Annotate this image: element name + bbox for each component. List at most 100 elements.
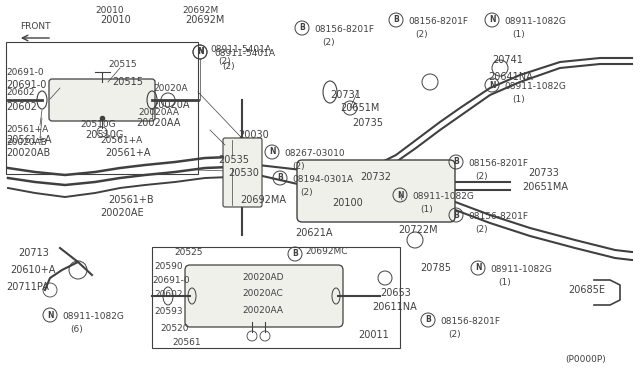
- Text: 20561+B: 20561+B: [108, 195, 154, 205]
- Text: 20611NA: 20611NA: [372, 302, 417, 312]
- Text: 20561+A: 20561+A: [6, 135, 51, 145]
- Text: 08911-5401A: 08911-5401A: [214, 49, 275, 58]
- Text: (2): (2): [475, 225, 488, 234]
- Text: 20602: 20602: [6, 88, 35, 97]
- Text: 20020AA: 20020AA: [138, 108, 179, 117]
- Text: 20733: 20733: [528, 168, 559, 178]
- Text: 08156-8201F: 08156-8201F: [408, 17, 468, 26]
- Text: 08911-1082G: 08911-1082G: [62, 312, 124, 321]
- FancyBboxPatch shape: [49, 79, 155, 121]
- Text: 20561: 20561: [172, 338, 200, 347]
- Text: (2): (2): [322, 38, 335, 47]
- Text: (2): (2): [300, 188, 312, 197]
- Text: 20785: 20785: [420, 263, 451, 273]
- Text: 20020AD: 20020AD: [242, 273, 284, 282]
- Text: 20535: 20535: [218, 155, 249, 165]
- Text: 20641NA: 20641NA: [488, 72, 532, 82]
- Text: (P0000P): (P0000P): [565, 355, 605, 364]
- Text: 20610+A: 20610+A: [10, 265, 56, 275]
- Text: 20010: 20010: [100, 15, 131, 25]
- Bar: [6, 42, 198, 174]
- Text: 20510G: 20510G: [80, 120, 116, 129]
- Text: 20692MC: 20692MC: [305, 247, 348, 256]
- FancyBboxPatch shape: [185, 265, 343, 327]
- Text: (2): (2): [415, 30, 428, 39]
- Text: 20692MA: 20692MA: [240, 195, 286, 205]
- FancyBboxPatch shape: [223, 138, 262, 207]
- Text: (1): (1): [512, 95, 525, 104]
- Text: 08911-5401A: 08911-5401A: [210, 45, 271, 54]
- Text: 20653: 20653: [380, 288, 411, 298]
- Text: 08156-8201F: 08156-8201F: [468, 212, 528, 221]
- Text: N: N: [489, 80, 495, 90]
- Text: 20685E: 20685E: [568, 285, 605, 295]
- Text: 20691-0: 20691-0: [152, 276, 189, 285]
- Text: N: N: [475, 263, 481, 273]
- FancyBboxPatch shape: [297, 160, 455, 222]
- Text: B: B: [453, 211, 459, 219]
- Text: 20515: 20515: [108, 60, 136, 69]
- Text: (2): (2): [222, 62, 235, 71]
- Text: 20711PA: 20711PA: [6, 282, 49, 292]
- Text: B: B: [453, 157, 459, 167]
- Text: 20020AA: 20020AA: [136, 118, 180, 128]
- Text: 20020A: 20020A: [153, 84, 188, 93]
- Text: 20100: 20100: [332, 198, 363, 208]
- Text: 20722M: 20722M: [398, 225, 438, 235]
- Text: B: B: [299, 23, 305, 32]
- Text: 20651MA: 20651MA: [522, 182, 568, 192]
- Text: 20515: 20515: [112, 77, 143, 87]
- Text: 20561+A: 20561+A: [100, 136, 142, 145]
- Text: 20561+A: 20561+A: [6, 125, 48, 134]
- Text: 20732: 20732: [360, 172, 391, 182]
- Text: 20020AA: 20020AA: [242, 306, 283, 315]
- Text: 20735: 20735: [352, 118, 383, 128]
- Text: 20741: 20741: [492, 55, 523, 65]
- Text: 20691-0: 20691-0: [6, 80, 46, 90]
- Text: 20020AE: 20020AE: [100, 208, 143, 218]
- Text: 20692M: 20692M: [182, 6, 218, 15]
- Text: 08194-0301A: 08194-0301A: [292, 175, 353, 184]
- Text: (2): (2): [448, 330, 461, 339]
- Text: 20692M: 20692M: [185, 15, 225, 25]
- Text: 08911-1082G: 08911-1082G: [504, 17, 566, 26]
- Text: 20020AB: 20020AB: [6, 138, 47, 147]
- Text: (1): (1): [512, 30, 525, 39]
- Text: (2): (2): [292, 162, 305, 171]
- Text: (6): (6): [70, 325, 83, 334]
- Text: 20561+A: 20561+A: [105, 148, 150, 158]
- Text: 20731: 20731: [330, 90, 361, 100]
- Text: 20520: 20520: [160, 324, 189, 333]
- Text: 20020AB: 20020AB: [6, 148, 51, 158]
- Text: B: B: [277, 173, 283, 183]
- Text: N: N: [196, 48, 204, 57]
- Text: B: B: [425, 315, 431, 324]
- Text: 08911-1082G: 08911-1082G: [504, 82, 566, 91]
- Text: 08911-1082G: 08911-1082G: [412, 192, 474, 201]
- Text: 20011: 20011: [358, 330, 388, 340]
- Text: (2): (2): [475, 172, 488, 181]
- Text: 20602: 20602: [6, 102, 37, 112]
- Text: 20602: 20602: [154, 290, 182, 299]
- Text: B: B: [393, 16, 399, 25]
- Text: 20510G: 20510G: [85, 130, 124, 140]
- Text: N: N: [269, 148, 275, 157]
- Text: N: N: [489, 16, 495, 25]
- Text: 08911-1082G: 08911-1082G: [490, 265, 552, 274]
- Text: (1): (1): [420, 205, 433, 214]
- Text: 20020A: 20020A: [152, 100, 189, 110]
- Text: 20010: 20010: [95, 6, 124, 15]
- Text: 08156-8201F: 08156-8201F: [440, 317, 500, 326]
- Text: 20713: 20713: [18, 248, 49, 258]
- Text: 08156-8201F: 08156-8201F: [314, 25, 374, 34]
- Text: N: N: [397, 190, 403, 199]
- Text: 20030: 20030: [238, 130, 269, 140]
- Text: 08156-8201F: 08156-8201F: [468, 159, 528, 168]
- Text: 20621A: 20621A: [295, 228, 333, 238]
- Text: N: N: [196, 48, 204, 57]
- Text: N: N: [47, 311, 53, 320]
- Text: (2): (2): [218, 57, 230, 66]
- Text: 20590: 20590: [154, 262, 182, 271]
- Bar: [152, 247, 400, 348]
- Text: 20651M: 20651M: [340, 103, 380, 113]
